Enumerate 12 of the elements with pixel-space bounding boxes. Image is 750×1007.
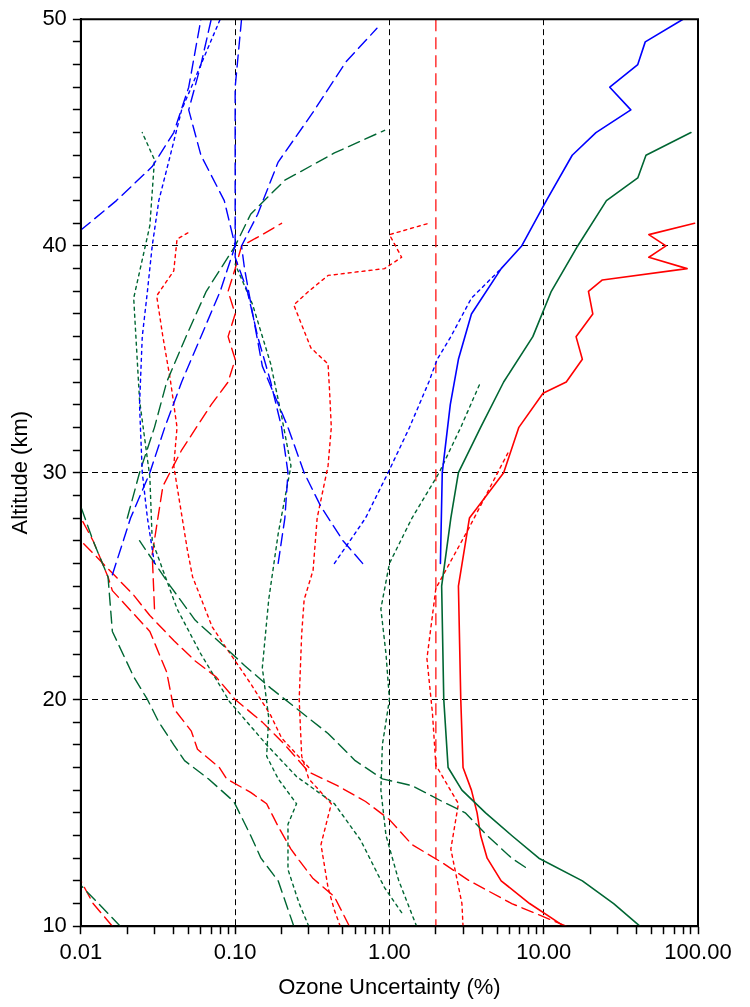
x-axis-title: Ozone Uncertainty (%) xyxy=(278,973,501,999)
x-tick-label: 10.00 xyxy=(516,939,572,965)
x-tick-label: 0.01 xyxy=(59,939,103,965)
x-tick-label: 100.00 xyxy=(664,939,732,965)
x-tick-label: 0.10 xyxy=(213,939,257,965)
y-tick-label: 10 xyxy=(42,912,67,938)
y-axis-title: Altitude (km) xyxy=(7,410,33,535)
x-tick-label: 1.00 xyxy=(368,939,411,965)
y-tick-label: 50 xyxy=(42,5,67,31)
y-tick-label: 30 xyxy=(42,458,67,484)
y-tick-label: 20 xyxy=(42,685,67,711)
y-tick-label: 40 xyxy=(42,232,67,258)
